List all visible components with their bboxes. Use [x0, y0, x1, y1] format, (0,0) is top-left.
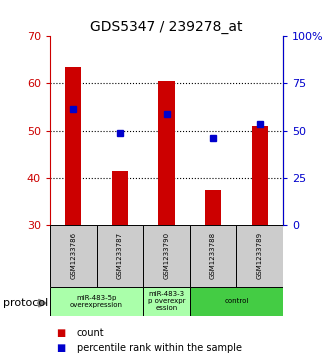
FancyBboxPatch shape: [50, 225, 97, 287]
FancyBboxPatch shape: [190, 225, 236, 287]
FancyBboxPatch shape: [143, 287, 190, 316]
Text: percentile rank within the sample: percentile rank within the sample: [77, 343, 241, 353]
Text: ■: ■: [57, 328, 66, 338]
Bar: [205, 189, 221, 225]
Text: GSM1233788: GSM1233788: [210, 232, 216, 280]
Bar: [112, 171, 128, 225]
FancyBboxPatch shape: [190, 287, 283, 316]
Bar: [159, 81, 174, 225]
Text: control: control: [224, 298, 249, 304]
Text: ■: ■: [57, 343, 66, 353]
FancyBboxPatch shape: [236, 225, 283, 287]
Text: protocol: protocol: [3, 298, 49, 308]
Text: miR-483-5p
overexpression: miR-483-5p overexpression: [70, 295, 123, 308]
FancyBboxPatch shape: [50, 287, 143, 316]
Text: GSM1233787: GSM1233787: [117, 232, 123, 280]
Text: GSM1233790: GSM1233790: [164, 232, 169, 280]
Text: GSM1233789: GSM1233789: [257, 232, 263, 280]
Title: GDS5347 / 239278_at: GDS5347 / 239278_at: [90, 20, 243, 34]
Text: miR-483-3
p overexpr
ession: miR-483-3 p overexpr ession: [148, 291, 185, 311]
Bar: [252, 126, 268, 225]
Text: count: count: [77, 328, 104, 338]
Text: GSM1233786: GSM1233786: [70, 232, 76, 280]
FancyBboxPatch shape: [97, 225, 143, 287]
Bar: [65, 67, 81, 225]
FancyBboxPatch shape: [143, 225, 190, 287]
